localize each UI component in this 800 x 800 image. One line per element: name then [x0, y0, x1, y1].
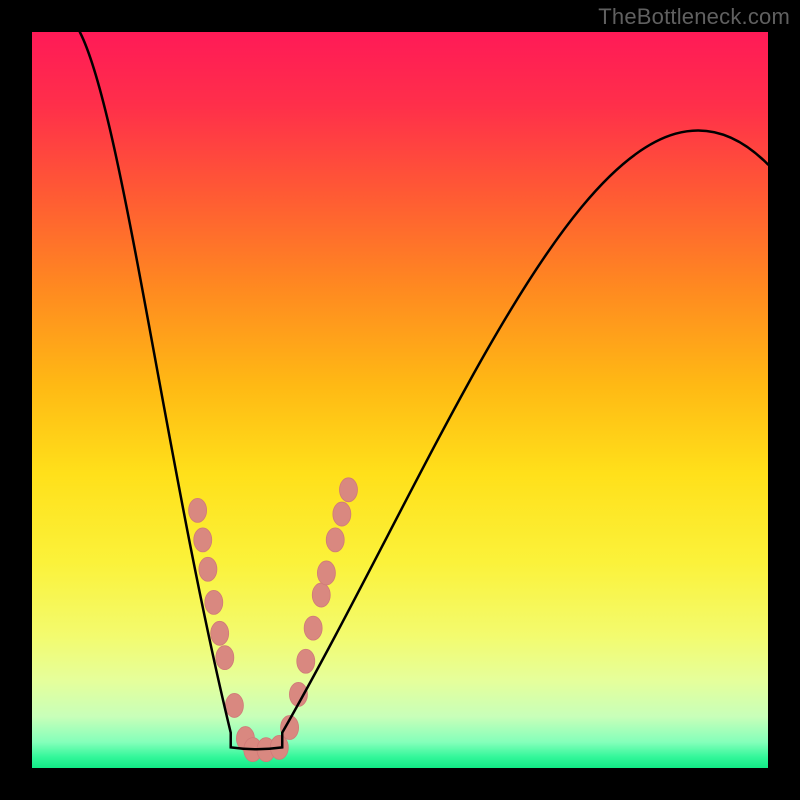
curve-marker [339, 478, 357, 502]
curve-marker [216, 646, 234, 670]
curve-marker [333, 502, 351, 526]
curve-marker [297, 649, 315, 673]
curve-marker [326, 528, 344, 552]
curve-marker [304, 616, 322, 640]
curve-marker [194, 528, 212, 552]
chart-root: TheBottleneck.com [0, 0, 800, 800]
curve-marker [225, 693, 243, 717]
curve-marker [199, 557, 217, 581]
curve-marker [189, 498, 207, 522]
curve-marker [205, 590, 223, 614]
curve-marker [317, 561, 335, 585]
curve-marker [312, 583, 330, 607]
plot-area [32, 32, 768, 768]
curve-marker [211, 621, 229, 645]
plot-svg [32, 32, 768, 768]
watermark-label: TheBottleneck.com [598, 4, 790, 30]
gradient-background [32, 32, 768, 768]
